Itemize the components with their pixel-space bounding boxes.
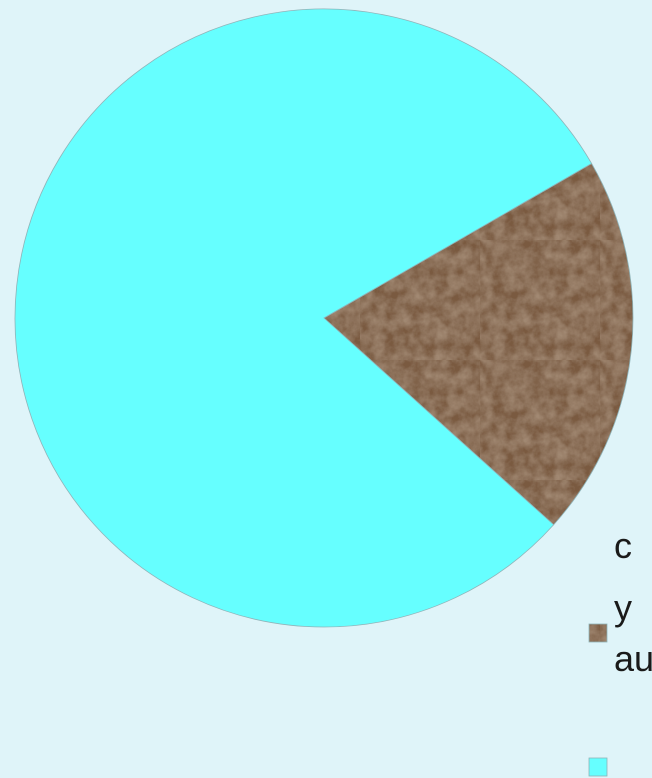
legend-label-line-1: c	[614, 525, 632, 566]
legend-swatch-cyan	[588, 757, 608, 777]
legend-label-line-3: au	[614, 638, 652, 679]
pie-slice-2	[14, 8, 593, 628]
pie-slices	[14, 8, 634, 628]
legend: c y au	[588, 525, 652, 777]
legend-swatch-brown	[588, 623, 608, 643]
pie-slice-1	[323, 162, 634, 526]
legend-label-line-2: y	[614, 587, 632, 628]
